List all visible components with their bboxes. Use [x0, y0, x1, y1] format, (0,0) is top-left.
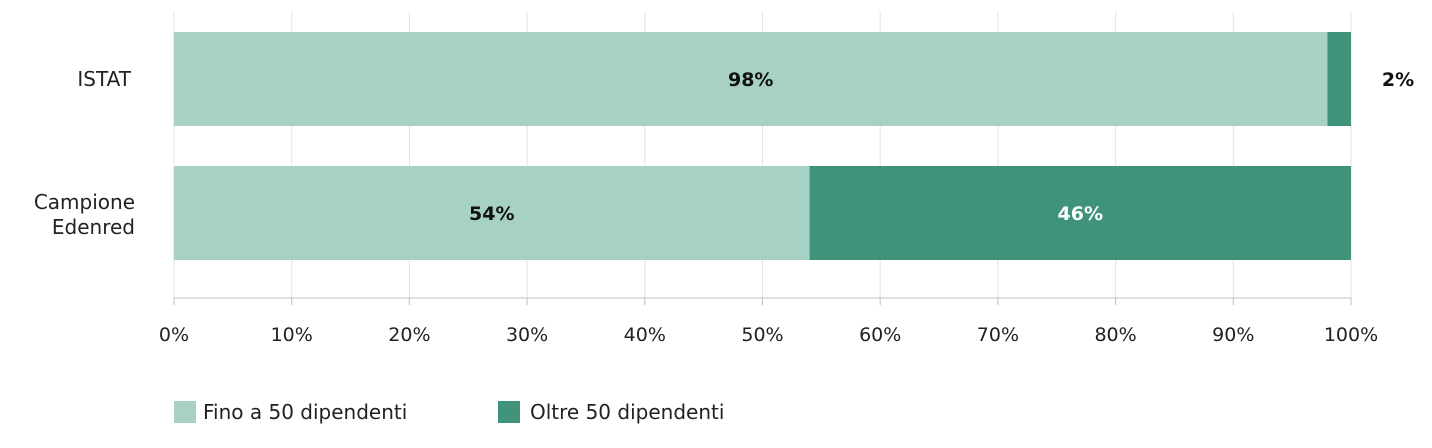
x-axis: 0% 10% 20% 30% 40% 50% 60% 70% 80% 90% 100% [159, 297, 1378, 346]
x-tick-label: 50% [741, 324, 783, 346]
x-tick-label: 30% [506, 324, 548, 346]
legend-swatch [498, 401, 520, 423]
data-label: 46% [1058, 203, 1103, 225]
x-tick-label: 70% [977, 324, 1019, 346]
legend-swatch [174, 401, 196, 423]
data-labels: 98% 2% 54% 46% [469, 69, 1414, 225]
legend-label: Oltre 50 dipendenti [530, 400, 724, 424]
x-tick-label: 10% [271, 324, 313, 346]
x-tick-label: 0% [159, 324, 189, 346]
x-tick-label: 40% [624, 324, 666, 346]
x-tick-label: 20% [388, 324, 430, 346]
x-tick-label: 90% [1212, 324, 1254, 346]
data-label: 54% [469, 203, 514, 225]
category-label: Campione Edenred [34, 190, 135, 239]
x-tick-label: 100% [1324, 324, 1378, 346]
data-label: 98% [728, 69, 773, 91]
category-label: ISTAT [77, 67, 131, 91]
bar-segment [174, 32, 1328, 126]
bar-segment [174, 166, 810, 260]
bar-segment [809, 166, 1351, 260]
legend-label: Fino a 50 dipendenti [203, 400, 407, 424]
x-tick-label: 60% [859, 324, 901, 346]
bars [174, 32, 1351, 260]
bar-segment [1327, 32, 1351, 126]
legend: Fino a 50 dipendenti Oltre 50 dipendenti [174, 400, 724, 424]
data-label: 2% [1382, 69, 1414, 91]
category-labels: ISTAT Campione Edenred [34, 67, 135, 239]
x-tick-label: 80% [1094, 324, 1136, 346]
